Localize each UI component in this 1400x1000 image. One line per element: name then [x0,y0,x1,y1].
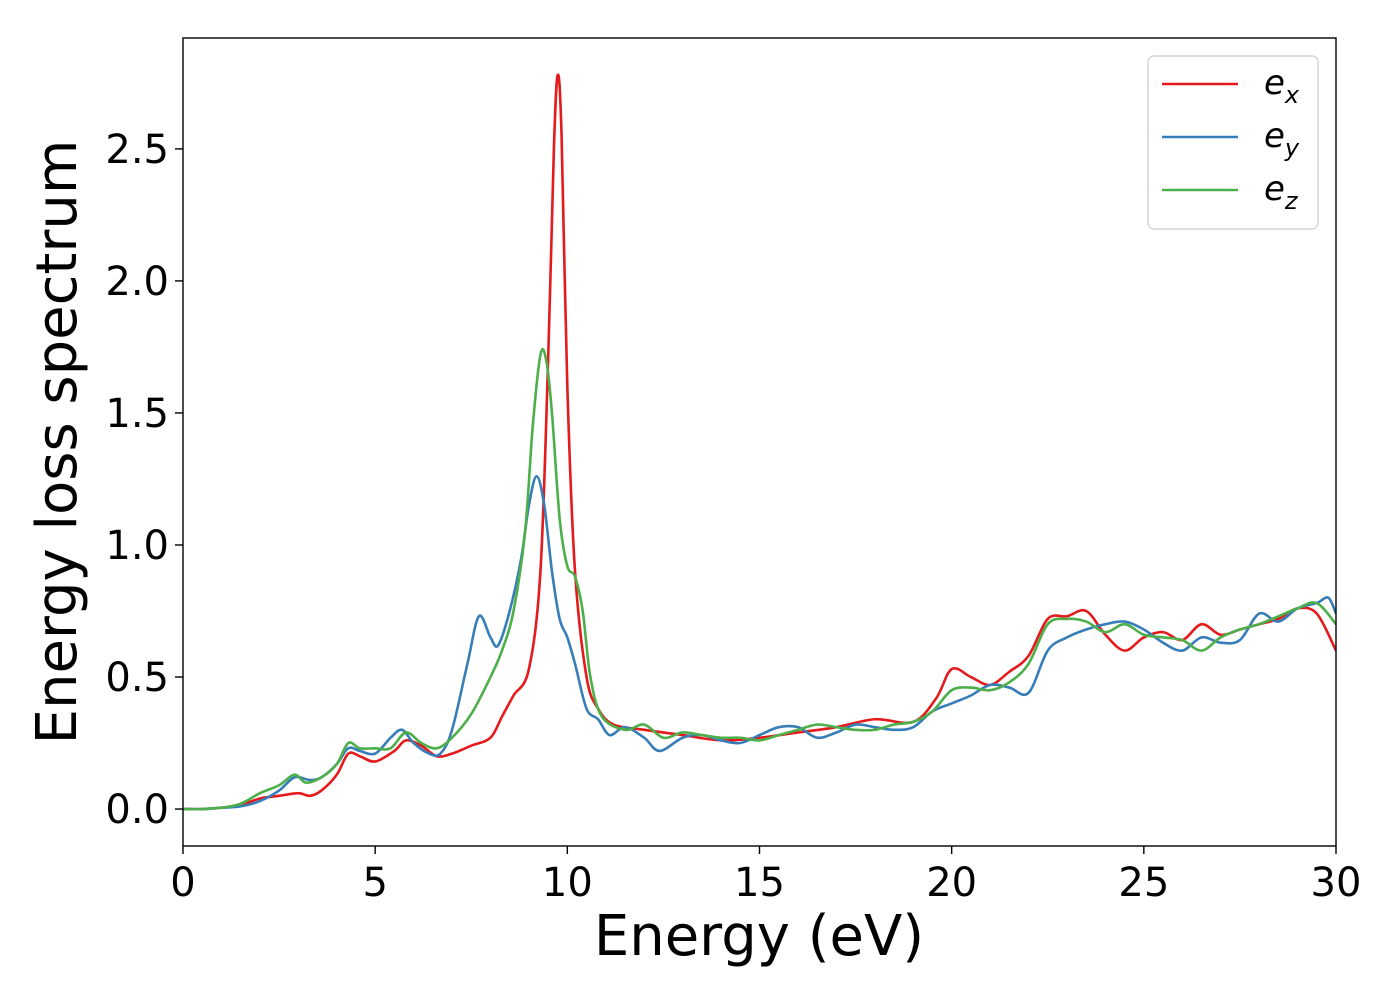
series-line-e-z [183,347,1336,811]
y-tick-label: 0.0 [105,787,169,833]
x-tick-label: 10 [542,860,593,906]
y-tick-label: 1.0 [105,523,169,569]
series-layer [183,73,1336,811]
x-tick-label: 25 [1118,860,1169,906]
y-tick-label: 0.5 [105,655,169,701]
series-line-e-x [183,73,1336,811]
x-tick-label: 20 [926,860,977,906]
y-tick-label: 2.5 [105,127,169,173]
y-axis-label: Energy loss spectrum [25,140,90,745]
legend-box [1147,55,1319,230]
x-axis: 0 5 10 15 20 25 30 [170,846,1361,906]
y-tick-label: 2.0 [105,259,169,305]
x-axis-label: Energy (eV) [594,904,924,969]
x-tick-label: 0 [170,860,195,906]
x-tick-label: 15 [734,860,785,906]
y-tick-label: 1.5 [105,391,169,437]
x-tick-label: 5 [362,860,387,906]
x-tick-label: 30 [1311,860,1362,906]
series-line-e-y [183,475,1336,811]
y-axis: 0.0 0.5 1.0 1.5 2.0 2.5 [105,127,183,833]
